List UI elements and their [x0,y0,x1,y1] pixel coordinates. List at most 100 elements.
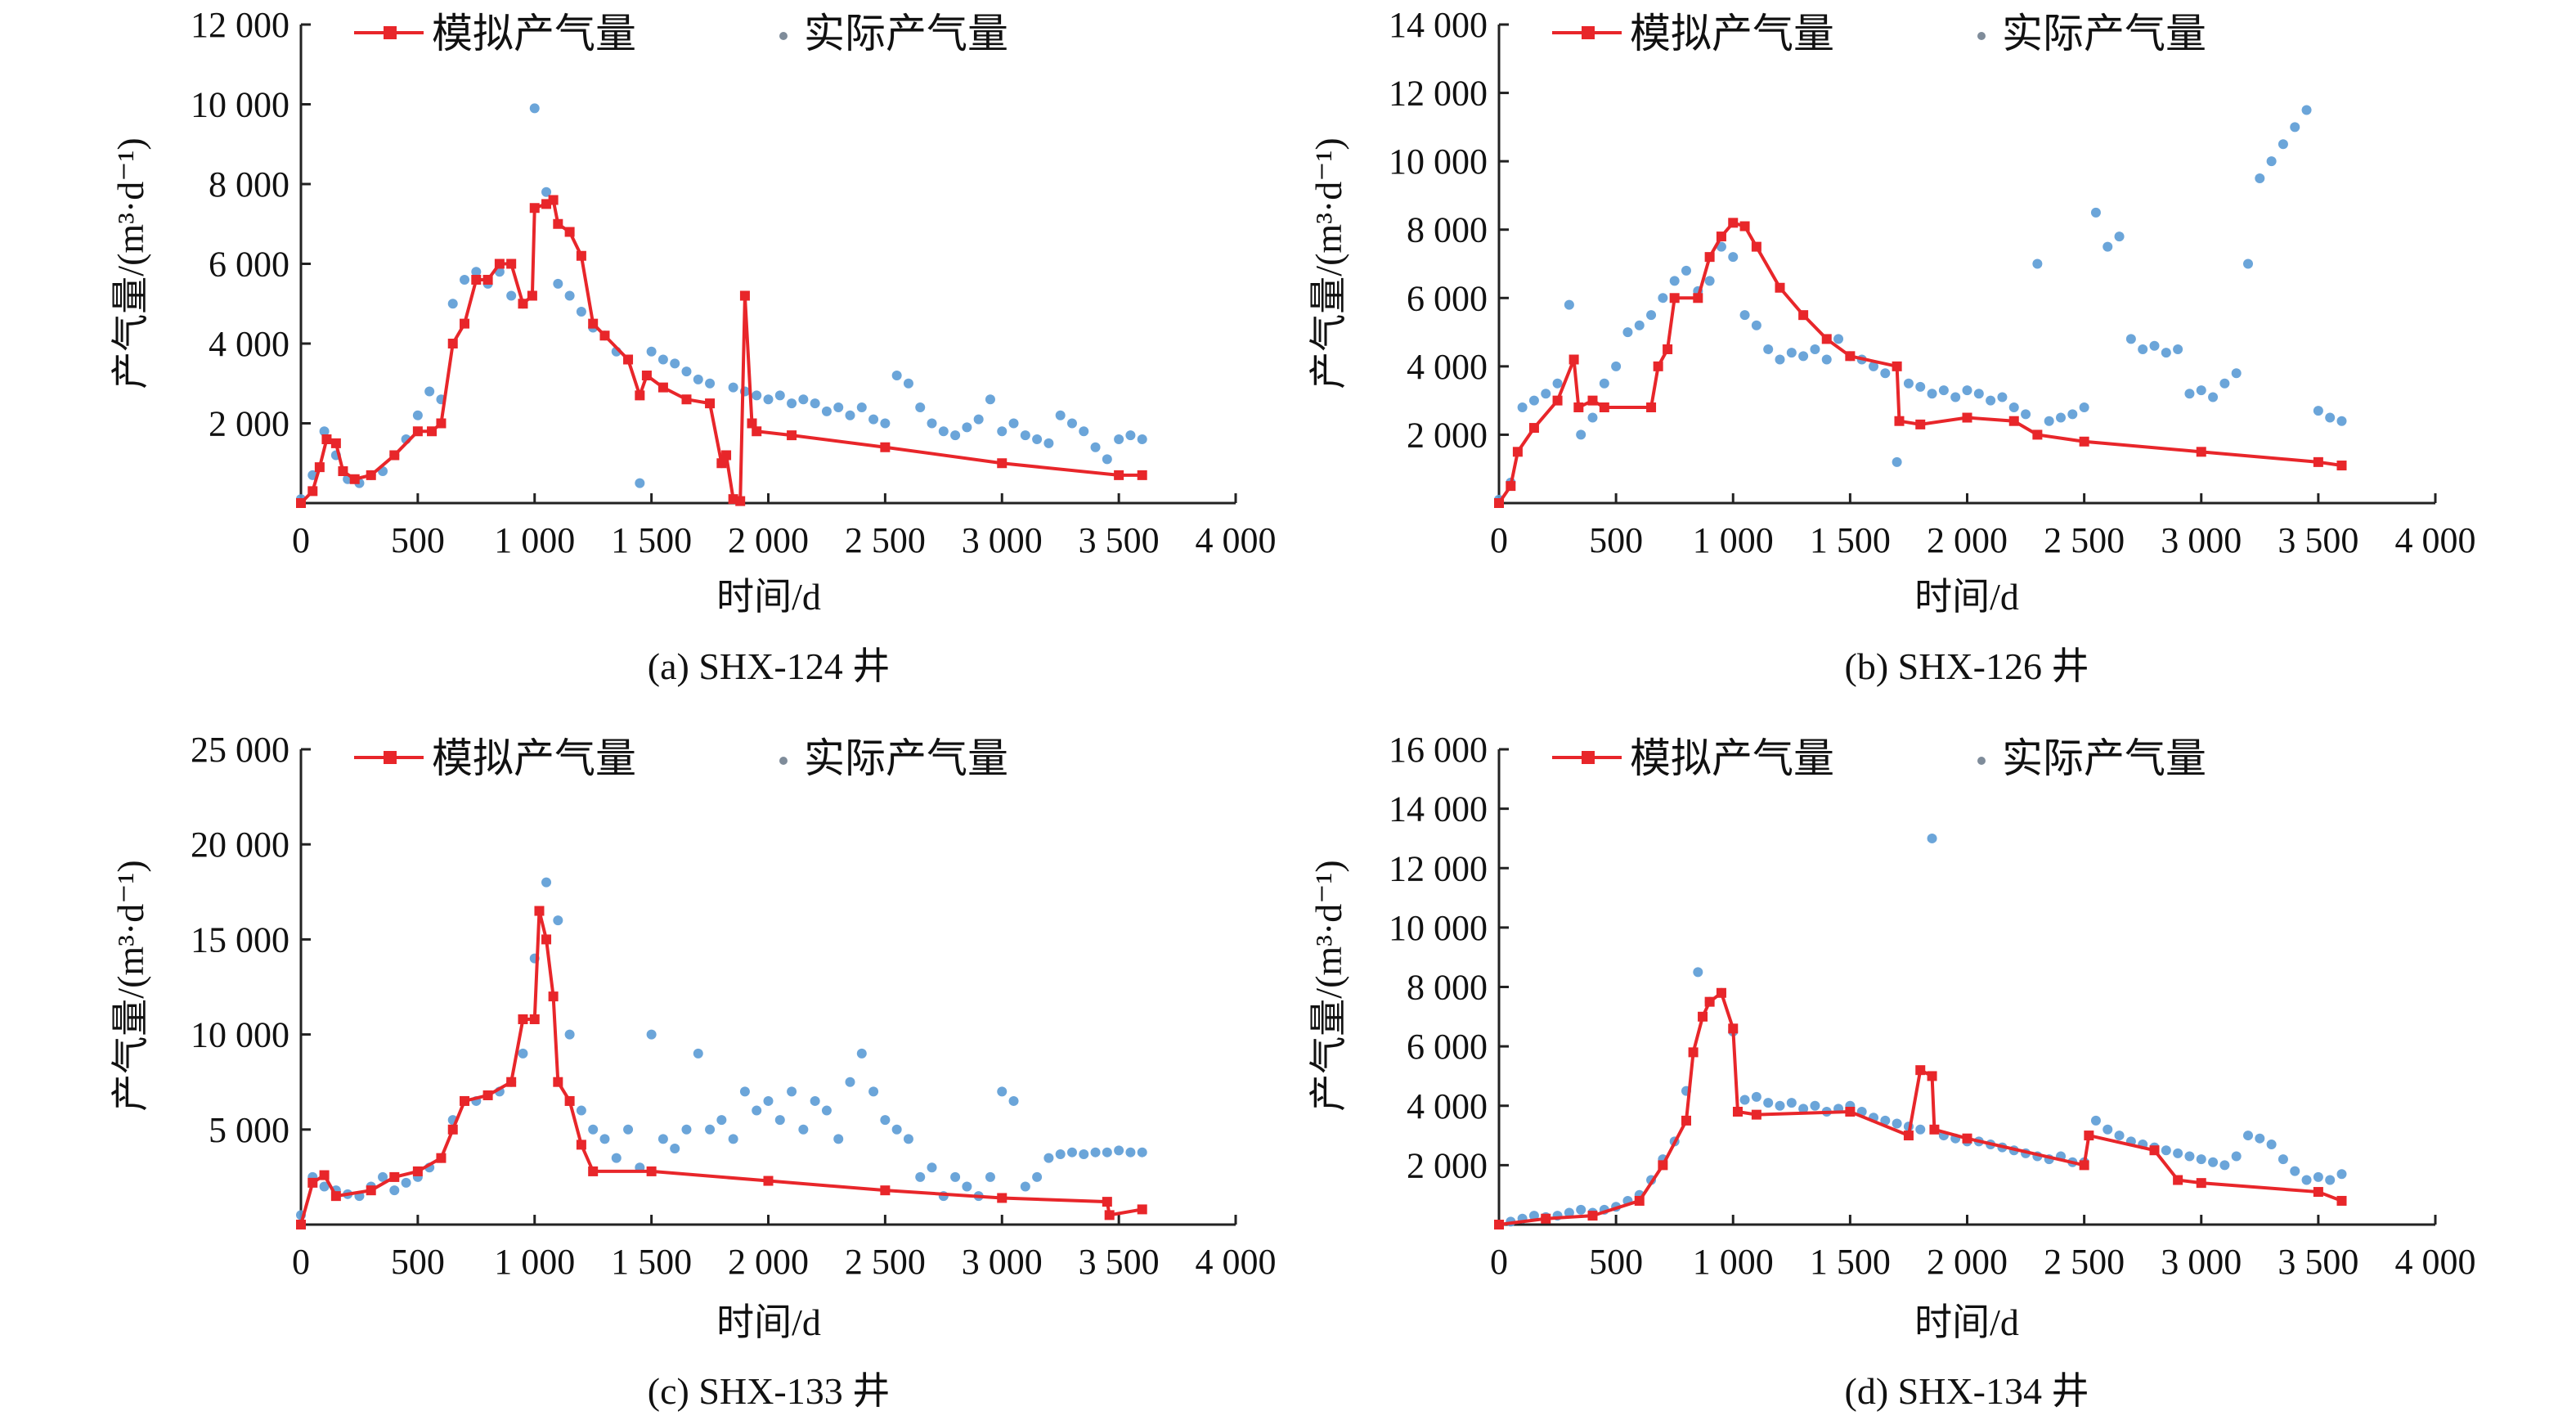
x-tick-label: 4 000 [1196,520,1277,560]
simulated-marker [506,258,517,269]
actual-point [1008,418,1019,429]
simulated-line [299,197,1142,505]
simulated-marker [2079,1160,2089,1171]
actual-point [1810,1100,1820,1111]
actual-point [2255,173,2265,184]
actual-point [774,390,785,401]
legend-simulated-marker [1582,751,1595,764]
actual-point [2184,1151,2195,1162]
simulated-marker [553,1077,563,1087]
simulated-marker [1962,1133,1972,1144]
actual-point [1008,1095,1019,1106]
simulated-marker [1634,1195,1645,1206]
y-tick-label: 12 000 [191,5,289,45]
actual-point [681,1124,692,1135]
actual-point [1125,430,1136,441]
x-tick-label: 0 [1490,520,1508,560]
actual-point [2161,348,2171,358]
simulated-marker [716,458,727,469]
simulated-marker [389,450,400,461]
simulated-marker [787,430,797,441]
actual-point [2336,416,2347,426]
simulated-marker [389,1171,400,1182]
actual-point [833,1134,844,1144]
simulated-marker [548,991,559,1002]
y-tick-label: 8 000 [1407,968,1488,1008]
actual-point [1622,327,1633,338]
actual-point [401,1177,411,1188]
actual-point [1927,833,1937,843]
y-tick-label: 10 000 [1389,142,1488,182]
actual-point [856,1048,867,1059]
actual-point [319,426,330,437]
legend-actual-label: 实际产气量 [804,11,1008,56]
actual-point [1090,442,1101,452]
legend: 模拟产气量 实际产气量 [354,11,1008,56]
simulated-marker [681,394,692,405]
actual-point [1066,418,1077,429]
actual-point [1079,1149,1089,1160]
simulated-marker [1894,416,1905,426]
x-tick-label: 500 [1589,520,1643,560]
simulated-marker [436,418,447,429]
simulated-marker [321,434,332,444]
simulated-marker [412,426,423,437]
actual-point [541,187,552,197]
y-tick-label: 10 000 [191,1015,289,1055]
simulated-marker [529,1014,540,1025]
actual-point [927,418,937,429]
simulated-marker [1927,1071,1937,1081]
simulated-marker [319,1170,330,1180]
y-tick-label: 14 000 [1389,5,1488,45]
y-tick-label: 25 000 [191,730,289,770]
simulated-marker [1528,423,1539,434]
x-tick-label: 3 000 [962,1242,1043,1282]
actual-point [1739,1095,1750,1105]
actual-point [1564,299,1574,310]
y-axis-label: 产气量/(m³·d⁻¹) [110,860,151,1111]
actual-point [880,1115,891,1126]
actual-point [985,1171,995,1182]
actual-point [950,430,961,441]
simulated-marker [2196,1178,2206,1189]
actual-point [787,398,797,409]
x-tick-label: 3 000 [962,520,1043,560]
actual-point [880,418,891,429]
actual-point [1032,434,1043,444]
actual-point [2184,389,2195,399]
actual-point [739,1086,750,1097]
actual-point [798,1124,809,1135]
y-tick-label: 12 000 [1389,848,1488,888]
simulated-line [1497,221,2342,505]
actual-point [2090,1115,2101,1126]
simulated-marker [1798,310,1809,321]
actual-point [2301,1175,2312,1185]
x-tick-label: 2 500 [845,520,926,560]
legend: 模拟产气量 实际产气量 [1552,11,2206,56]
x-axis-label: 时间/d [716,576,821,618]
simulated-marker [646,1166,657,1176]
simulated-marker [1568,354,1579,365]
actual-point [1938,385,1949,396]
simulated-marker [735,496,746,506]
simulated-marker [635,390,645,401]
simulated-marker [518,299,528,309]
actual-point [1020,1181,1030,1192]
panel-a: (a) SHX-124 井 时间/d 产气量/(m³·d⁻¹) 0 500 1 00… [110,5,1277,687]
simulated-marker [1587,395,1598,406]
actual-point [752,390,762,401]
y-tick-label: 12 000 [1389,74,1488,114]
actual-point [2196,1154,2206,1165]
actual-point [2196,385,2206,396]
actual-point [845,410,855,420]
simulated-marker [1716,987,1726,998]
actual-point [1962,385,1972,396]
actual-point [1728,252,1739,263]
y-tick-label: 6 000 [1407,1027,1488,1067]
actual-point [774,1115,785,1126]
actual-point [1114,1145,1124,1156]
actual-point [1833,334,1844,344]
x-tick-label: 500 [391,520,445,560]
simulated-marker [1845,1107,1856,1117]
